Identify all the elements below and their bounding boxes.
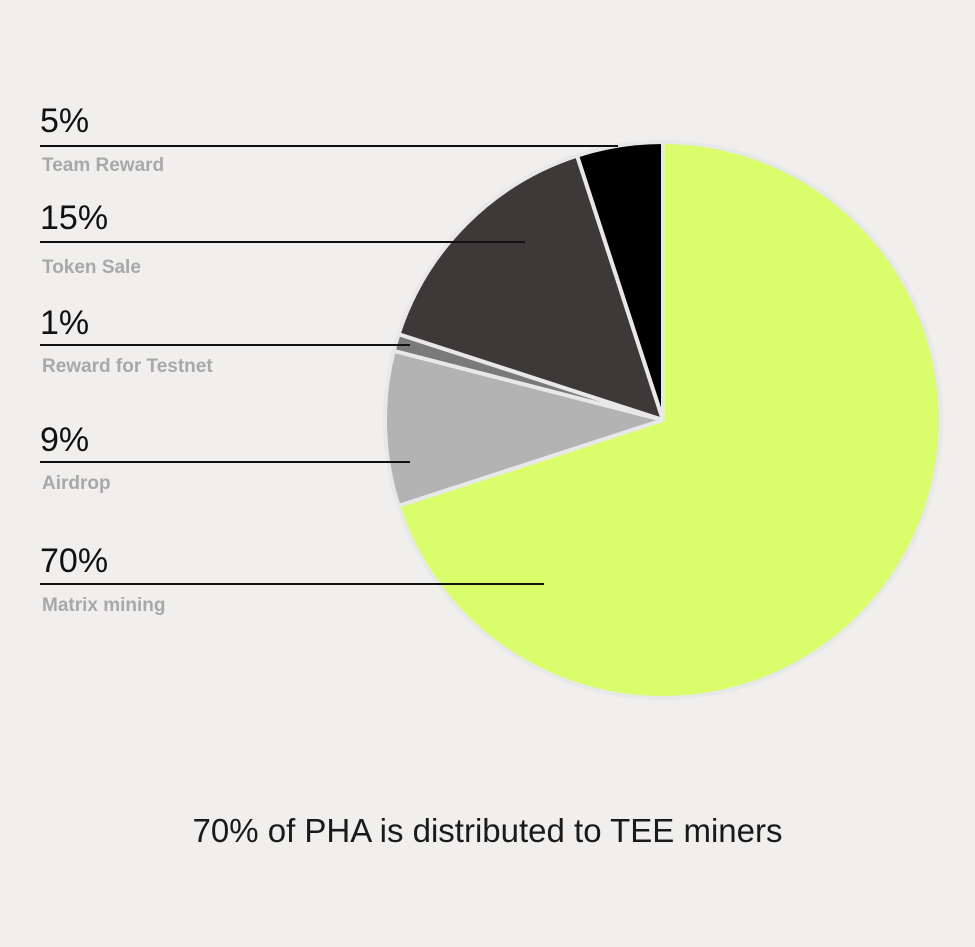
value-label-matrix-mining: 70% <box>40 542 108 580</box>
pie-slice-airdrop <box>383 348 665 508</box>
category-label-team-reward: Team Reward <box>42 155 164 176</box>
chart-caption: 70% of PHA is distributed to TEE miners <box>192 812 783 849</box>
pie-legend-labels: 5% Team Reward 15% Token Sale 1% Reward for T… <box>40 102 618 616</box>
category-label-token-sale: Token Sale <box>42 257 141 278</box>
category-label-airdrop: Airdrop <box>42 473 111 494</box>
value-label-reward-for-testnet: 1% <box>40 304 89 342</box>
value-label-team-reward: 5% <box>40 102 89 140</box>
pie-slice-team-reward <box>575 140 665 422</box>
value-label-airdrop: 9% <box>40 421 89 459</box>
pie-slice-matrix-mining <box>396 140 943 700</box>
category-label-reward-for-testnet: Reward for Testnet <box>42 356 213 377</box>
category-label-matrix-mining: Matrix mining <box>42 595 166 616</box>
value-label-token-sale: 15% <box>40 199 108 237</box>
pie-slices <box>383 140 943 700</box>
